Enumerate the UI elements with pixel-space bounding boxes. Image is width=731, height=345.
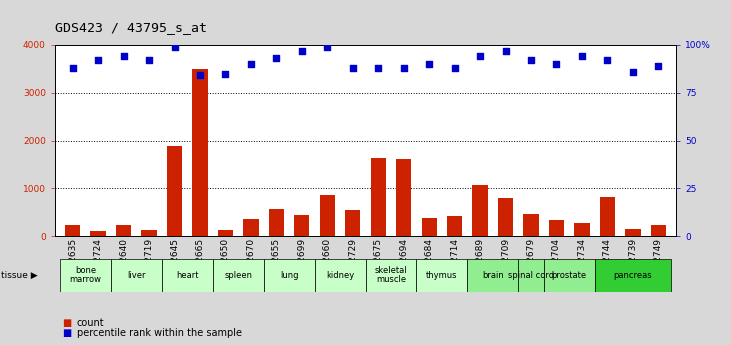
Point xyxy=(347,65,359,71)
Point xyxy=(525,57,537,63)
Text: ■: ■ xyxy=(62,328,72,338)
Bar xyxy=(162,259,213,292)
Text: heart: heart xyxy=(176,270,199,280)
Text: GDS423 / 43795_s_at: GDS423 / 43795_s_at xyxy=(55,21,207,34)
Text: percentile rank within the sample: percentile rank within the sample xyxy=(77,328,242,338)
Bar xyxy=(314,259,366,292)
Point xyxy=(602,57,613,63)
Bar xyxy=(167,146,182,236)
Point xyxy=(67,65,78,71)
Bar xyxy=(651,225,666,236)
Bar xyxy=(141,230,156,236)
Point xyxy=(169,44,181,50)
Bar xyxy=(269,209,284,236)
Text: brain: brain xyxy=(482,270,504,280)
Text: ■: ■ xyxy=(62,318,72,328)
Point xyxy=(627,69,639,75)
Point xyxy=(576,53,588,59)
Bar xyxy=(498,198,513,236)
Bar xyxy=(544,259,595,292)
Bar xyxy=(213,259,264,292)
Point xyxy=(423,61,435,67)
Point xyxy=(474,53,486,59)
Point xyxy=(500,48,512,53)
Bar xyxy=(599,197,615,236)
Text: liver: liver xyxy=(127,270,145,280)
Point xyxy=(143,57,155,63)
Bar xyxy=(595,259,671,292)
Bar xyxy=(523,214,539,236)
Bar xyxy=(111,259,162,292)
Text: prostate: prostate xyxy=(552,270,587,280)
Text: kidney: kidney xyxy=(326,270,354,280)
Bar xyxy=(575,223,590,236)
Bar xyxy=(192,69,208,236)
Text: tissue ▶: tissue ▶ xyxy=(1,270,38,280)
Text: lung: lung xyxy=(280,270,298,280)
Point xyxy=(194,73,206,78)
Bar xyxy=(65,225,80,236)
Bar xyxy=(91,230,106,236)
Bar xyxy=(243,219,259,236)
Bar xyxy=(518,259,544,292)
Point xyxy=(372,65,384,71)
Bar xyxy=(294,215,309,236)
Text: pancreas: pancreas xyxy=(613,270,652,280)
Bar xyxy=(417,259,467,292)
Bar xyxy=(422,218,437,236)
Point xyxy=(270,56,282,61)
Point xyxy=(449,65,461,71)
Text: count: count xyxy=(77,318,105,328)
Point xyxy=(653,63,664,69)
Point xyxy=(550,61,562,67)
Point xyxy=(398,65,409,71)
Text: spinal cord: spinal cord xyxy=(508,270,554,280)
Text: skeletal
muscle: skeletal muscle xyxy=(375,266,407,285)
Bar xyxy=(549,220,564,236)
Point xyxy=(92,57,104,63)
Point xyxy=(118,53,129,59)
Text: thymus: thymus xyxy=(426,270,458,280)
Text: bone
marrow: bone marrow xyxy=(69,266,102,285)
Bar xyxy=(472,185,488,236)
Bar xyxy=(371,158,386,236)
Bar xyxy=(467,259,518,292)
Bar xyxy=(396,159,412,236)
Bar xyxy=(218,230,233,236)
Point xyxy=(219,71,231,76)
Bar xyxy=(625,229,640,236)
Bar xyxy=(264,259,314,292)
Bar xyxy=(345,210,360,236)
Bar xyxy=(319,195,335,236)
Point xyxy=(245,61,257,67)
Bar xyxy=(116,225,132,236)
Bar xyxy=(60,259,111,292)
Bar xyxy=(366,259,417,292)
Text: spleen: spleen xyxy=(224,270,252,280)
Point xyxy=(296,48,308,53)
Point xyxy=(322,44,333,50)
Bar xyxy=(447,216,462,236)
